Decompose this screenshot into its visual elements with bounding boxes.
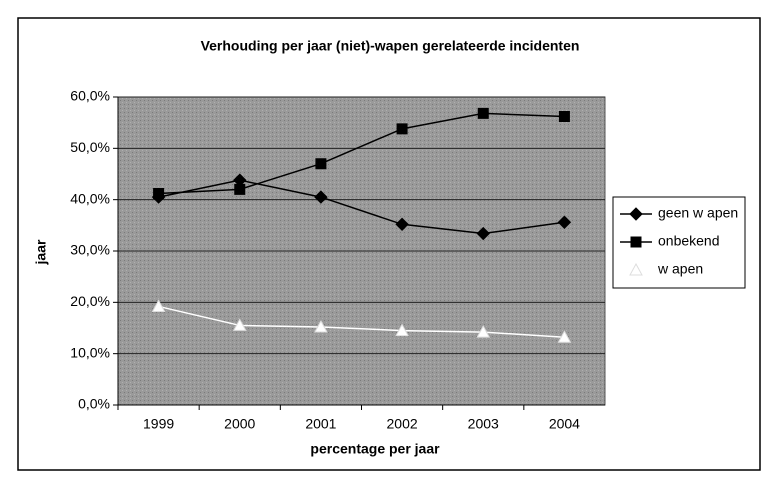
y-tick-label: 30,0% — [70, 242, 110, 258]
line — [158, 179, 565, 235]
legend-label: onbekend — [658, 233, 720, 249]
marker — [153, 188, 165, 200]
marker — [396, 123, 408, 135]
y-tick-label: 20,0% — [70, 293, 110, 309]
marker — [476, 226, 490, 241]
marker — [151, 299, 166, 312]
x-tick-label: 1999 — [143, 416, 174, 432]
y-tick-label: 40,0% — [70, 190, 110, 206]
marker — [477, 107, 489, 119]
marker — [557, 215, 572, 229]
x-tick-label: 2003 — [468, 416, 499, 432]
marker — [314, 190, 328, 204]
x-tick-label: 2002 — [387, 416, 418, 432]
marker — [234, 183, 246, 195]
chart-title: Verhouding per jaar (niet)-wapen gerelat… — [201, 38, 580, 54]
x-axis-label: percentage per jaar — [310, 441, 440, 457]
y-axis-label: jaar — [33, 239, 49, 265]
marker — [395, 217, 409, 232]
marker — [630, 236, 642, 248]
y-tick-label: 0,0% — [78, 396, 110, 412]
line — [158, 305, 565, 338]
x-tick-label: 2000 — [224, 416, 255, 432]
y-tick-label: 60,0% — [70, 88, 110, 104]
legend-label: w apen — [657, 261, 703, 277]
marker — [558, 111, 570, 123]
x-tick-label: 2004 — [549, 416, 580, 432]
marker — [315, 158, 327, 170]
marker — [314, 319, 328, 333]
marker — [629, 262, 643, 276]
line — [158, 112, 565, 195]
x-tick-label: 2001 — [305, 416, 336, 432]
marker — [476, 325, 491, 338]
marker — [232, 318, 247, 331]
y-tick-label: 10,0% — [70, 344, 110, 360]
marker — [629, 207, 643, 221]
marker — [557, 330, 572, 343]
y-tick-label: 50,0% — [70, 139, 110, 155]
marker — [395, 323, 409, 337]
legend-label: geen w apen — [658, 205, 738, 221]
